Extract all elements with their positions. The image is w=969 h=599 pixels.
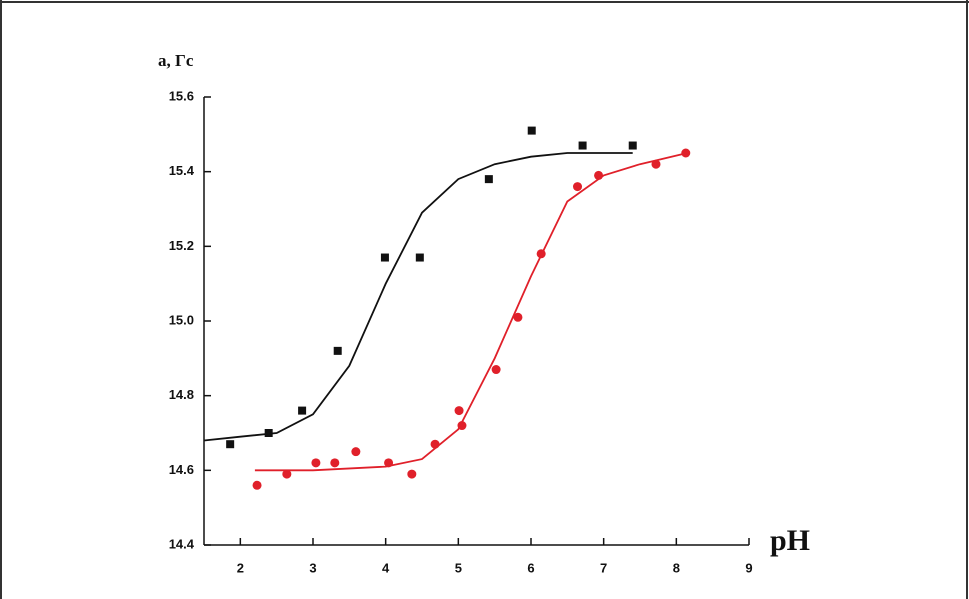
point xyxy=(513,312,523,322)
point xyxy=(252,480,262,490)
point xyxy=(681,148,691,158)
x-axis-label: pH xyxy=(770,524,810,557)
point xyxy=(628,141,637,150)
x-tick-label: 2 xyxy=(237,560,244,575)
point xyxy=(594,170,604,180)
y-tick-label: 15.6 xyxy=(169,88,194,103)
point xyxy=(415,253,424,262)
point xyxy=(298,406,307,415)
point xyxy=(311,458,321,468)
point xyxy=(527,126,536,135)
point xyxy=(282,469,292,479)
point xyxy=(484,175,493,184)
point xyxy=(457,421,467,431)
point xyxy=(407,469,417,479)
y-tick-label: 14.8 xyxy=(169,387,194,402)
fit-line xyxy=(203,152,633,442)
point xyxy=(651,159,661,169)
x-tick-label: 8 xyxy=(673,560,680,575)
point xyxy=(264,429,273,437)
point xyxy=(454,406,464,416)
x-tick-label: 6 xyxy=(527,560,534,575)
x-tick-label: 3 xyxy=(309,560,316,575)
x-tick-label: 7 xyxy=(600,560,607,575)
point xyxy=(333,346,342,355)
x-tick-label: 4 xyxy=(382,560,390,575)
x-tick-label: 5 xyxy=(455,560,462,575)
y-tick-label: 15.0 xyxy=(169,312,194,327)
y-axis-label: a, Гс xyxy=(158,51,194,70)
point xyxy=(536,249,546,259)
point xyxy=(380,253,389,262)
point xyxy=(351,447,361,457)
point xyxy=(430,439,440,449)
point xyxy=(578,141,587,150)
x-tick-label: 9 xyxy=(745,560,752,575)
y-tick-label: 14.6 xyxy=(169,462,194,477)
y-tick-label: 15.4 xyxy=(169,163,195,178)
y-tick-label: 15.2 xyxy=(169,238,194,253)
point xyxy=(384,458,394,468)
point xyxy=(226,440,235,449)
fit-line xyxy=(254,152,688,472)
point xyxy=(491,365,501,375)
y-tick-label: 14.4 xyxy=(169,536,195,551)
point xyxy=(573,182,583,192)
point xyxy=(330,458,340,468)
